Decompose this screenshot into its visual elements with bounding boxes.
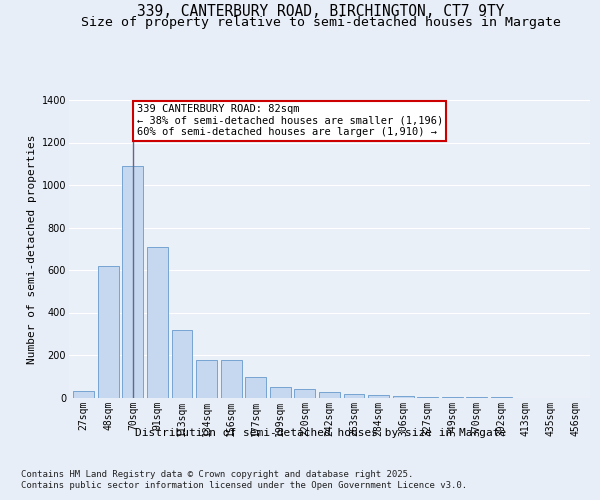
Bar (98, 266, 119, 398)
Bar (196, 360, 217, 398)
Bar (392, 396, 413, 398)
Y-axis label: Number of semi-detached properties: Number of semi-detached properties (28, 134, 37, 364)
Bar (270, 387, 291, 398)
Text: 339, CANTERBURY ROAD, BIRCHINGTON, CT7 9TY: 339, CANTERBURY ROAD, BIRCHINGTON, CT7 9… (137, 4, 505, 18)
Bar (221, 360, 242, 398)
Text: Size of property relative to semi-detached houses in Margate: Size of property relative to semi-detach… (81, 16, 561, 29)
Bar (344, 394, 364, 398)
Bar (73, 391, 94, 398)
Bar (319, 392, 340, 398)
Bar (295, 389, 315, 398)
Text: Distribution of semi-detached houses by size in Margate: Distribution of semi-detached houses by … (136, 428, 506, 438)
Bar (368, 396, 389, 398)
Text: 339 CANTERBURY ROAD: 82sqm
← 38% of semi-detached houses are smaller (1,196)
60%: 339 CANTERBURY ROAD: 82sqm ← 38% of semi… (137, 104, 443, 138)
Bar (417, 397, 438, 398)
Text: Contains HM Land Registry data © Crown copyright and database right 2025.: Contains HM Land Registry data © Crown c… (21, 470, 413, 479)
Text: Contains public sector information licensed under the Open Government Licence v3: Contains public sector information licen… (21, 481, 467, 490)
Bar (147, 246, 168, 398)
Bar (122, 166, 143, 398)
Bar (172, 330, 193, 398)
Bar (245, 378, 266, 398)
